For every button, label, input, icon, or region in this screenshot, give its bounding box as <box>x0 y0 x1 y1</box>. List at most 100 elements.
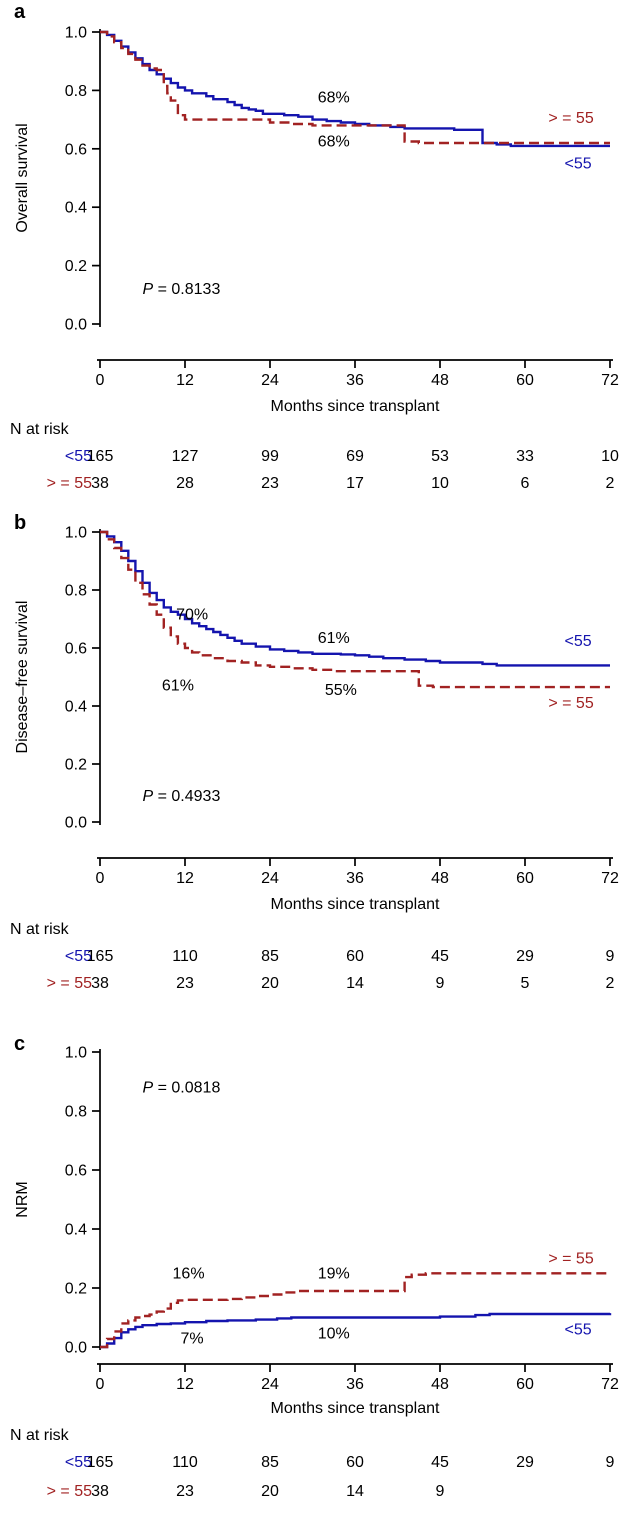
y-axis-title: NRM <box>14 1181 31 1217</box>
risk-count: 9 <box>606 1454 615 1471</box>
x-tick-label: 36 <box>346 870 364 887</box>
panel-letter-c: c <box>14 1033 26 1055</box>
risk-table-title: N at risk <box>10 921 70 938</box>
y-tick-label: 0.0 <box>65 815 87 832</box>
risk-count: 2 <box>606 975 615 992</box>
risk-count: 20 <box>261 1483 279 1500</box>
risk-count: 23 <box>176 975 194 992</box>
curve-annotation: > = 55 <box>548 695 593 712</box>
y-tick-label: 1.0 <box>65 25 87 42</box>
x-tick-label: 0 <box>96 1376 105 1393</box>
risk-count: 33 <box>516 448 534 465</box>
y-tick-label: 0.0 <box>65 317 87 334</box>
risk-row-label: <55 <box>65 448 92 465</box>
x-tick-label: 12 <box>176 372 194 389</box>
curve-annotation: 10% <box>318 1326 350 1343</box>
x-axis-title: Months since transplant <box>271 1400 441 1417</box>
panel-c: c 0.0 0.2 0.4 0.6 0.8 1.0 NRM 0 12 24 36 48 60 72 Mont… <box>0 1030 624 1520</box>
x-tick-label: 12 <box>176 870 194 887</box>
x-tick-label: 0 <box>96 372 105 389</box>
risk-count: 17 <box>346 475 364 492</box>
y-tick-label: 0.4 <box>65 200 87 217</box>
y-tick-label: 0.4 <box>65 699 87 716</box>
risk-count: 29 <box>516 948 534 965</box>
panel-a: a 0.0 0.2 0.4 0.6 0.8 1.0 Overall survival 0 12 2… <box>0 0 624 505</box>
risk-row-label: > = 55 <box>47 1483 92 1500</box>
km-curve-age-lt-55 <box>100 1312 612 1349</box>
risk-count: 9 <box>436 1483 445 1500</box>
y-tick-label: 0.4 <box>65 1222 87 1239</box>
y-tick-label: 0.2 <box>65 757 87 774</box>
risk-count: 14 <box>346 1483 364 1500</box>
p-value-label: P = 0.8133 <box>143 281 221 298</box>
km-curve-age-ge-55 <box>100 1272 610 1349</box>
x-tick-label: 24 <box>261 372 279 389</box>
risk-count: 53 <box>431 448 449 465</box>
risk-count: 127 <box>172 448 199 465</box>
km-curve-age-ge-55 <box>100 30 610 145</box>
risk-count: 38 <box>91 975 109 992</box>
risk-count: 23 <box>176 1483 194 1500</box>
risk-count: 29 <box>516 1454 534 1471</box>
panel-b-plot: 0.0 0.2 0.4 0.6 0.8 1.0 Disease–free survival 0… <box>10 525 619 993</box>
x-axis-title: Months since transplant <box>271 896 441 913</box>
curve-annotation: 68% <box>318 90 350 107</box>
x-tick-label: 12 <box>176 1376 194 1393</box>
x-tick-label: 48 <box>431 870 449 887</box>
x-tick-label: 24 <box>261 1376 279 1393</box>
panel-c-plot: 0.0 0.2 0.4 0.6 0.8 1.0 NRM 0 12 24 36 48 60 72 Months… <box>10 1045 619 1501</box>
km-curve-age-ge-55 <box>100 530 610 689</box>
risk-count: 110 <box>172 1454 198 1471</box>
risk-count: 9 <box>436 975 445 992</box>
risk-count: 165 <box>87 1454 114 1471</box>
risk-count: 10 <box>601 448 619 465</box>
risk-row-label: > = 55 <box>47 975 92 992</box>
x-tick-label: 24 <box>261 870 279 887</box>
panel-letter-a: a <box>14 1 26 23</box>
risk-count: 2 <box>606 475 615 492</box>
x-tick-label: 72 <box>601 870 619 887</box>
y-axis-title: Disease–free survival <box>14 601 31 754</box>
km-curve-age-lt-55 <box>100 30 610 148</box>
risk-count: 45 <box>431 1454 449 1471</box>
y-tick-label: 0.2 <box>65 1281 87 1298</box>
curve-annotation: 7% <box>181 1331 204 1348</box>
risk-count: 28 <box>176 475 194 492</box>
y-tick-label: 0.8 <box>65 83 87 100</box>
y-tick-label: 0.6 <box>65 641 87 658</box>
risk-count: 6 <box>521 475 530 492</box>
panel-letter-b: b <box>14 512 27 534</box>
risk-count: 10 <box>431 475 449 492</box>
risk-table-title: N at risk <box>10 1427 70 1444</box>
y-tick-label: 0.8 <box>65 1104 87 1121</box>
curve-annotation: 16% <box>173 1265 205 1282</box>
x-axis-title: Months since transplant <box>271 398 441 415</box>
x-tick-label: 48 <box>431 372 449 389</box>
risk-count: 38 <box>91 1483 109 1500</box>
risk-count: 99 <box>261 448 279 465</box>
x-tick-label: 60 <box>516 372 534 389</box>
risk-count: 45 <box>431 948 449 965</box>
risk-count: 60 <box>346 948 364 965</box>
risk-count: 23 <box>261 475 279 492</box>
y-tick-label: 1.0 <box>65 525 87 542</box>
risk-count: 69 <box>346 448 364 465</box>
curve-annotation: 61% <box>162 678 194 695</box>
y-tick-label: 0.6 <box>65 141 87 158</box>
p-value-label: P = 0.4933 <box>143 788 221 805</box>
curve-annotation: > = 55 <box>548 110 593 127</box>
risk-table-title: N at risk <box>10 421 70 438</box>
curve-annotation: <55 <box>565 155 592 172</box>
risk-count: 5 <box>521 975 530 992</box>
risk-row-label: <55 <box>65 1454 92 1471</box>
km-curve-age-lt-55 <box>100 530 610 667</box>
panel-b: b 0.0 0.2 0.4 0.6 0.8 1.0 Disease–free surviva… <box>0 505 624 1030</box>
risk-count: 165 <box>87 448 114 465</box>
x-tick-label: 72 <box>601 1376 619 1393</box>
x-tick-label: 60 <box>516 1376 534 1393</box>
x-tick-label: 0 <box>96 870 105 887</box>
curve-annotation: 19% <box>318 1265 350 1282</box>
curve-annotation: 61% <box>318 630 350 647</box>
y-tick-label: 0.8 <box>65 583 87 600</box>
